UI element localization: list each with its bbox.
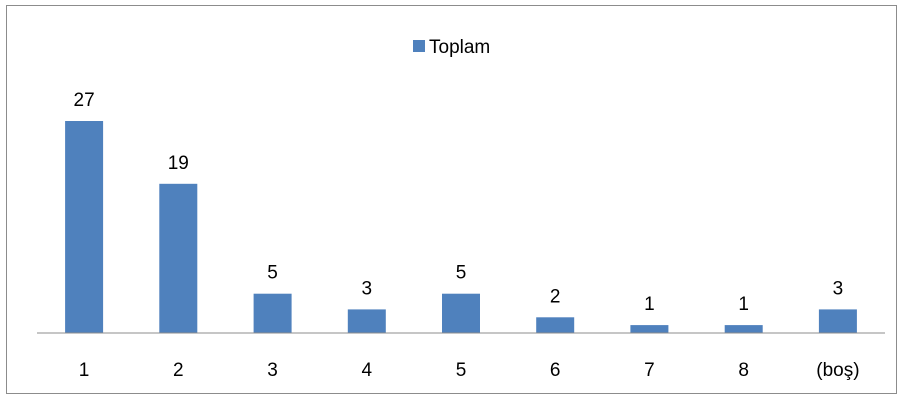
bar-2 (159, 183, 198, 333)
x-tick-labels: 1 2 3 4 5 6 7 8 (boş) (79, 360, 860, 381)
x-tick-label-7: 7 (644, 360, 655, 381)
data-label-9: 3 (833, 278, 844, 299)
data-label-3: 5 (267, 263, 278, 284)
data-label-8: 1 (738, 294, 749, 315)
data-labels: 27 19 5 3 5 2 1 1 3 (74, 90, 844, 315)
bars (65, 121, 857, 333)
bar-3 (253, 293, 292, 333)
legend-label-toplam: Toplam (429, 37, 490, 58)
bar-1 (65, 121, 104, 333)
data-label-4: 3 (362, 278, 373, 299)
data-label-7: 1 (644, 294, 655, 315)
x-tick-label-8: 8 (738, 360, 749, 381)
x-tick-label-6: 6 (550, 360, 561, 381)
data-label-2: 19 (168, 153, 189, 174)
data-label-6: 2 (550, 286, 561, 307)
data-label-5: 5 (456, 263, 467, 284)
bar-8 (724, 325, 763, 333)
data-label-1: 27 (74, 90, 95, 111)
x-tick-label-9: (boş) (816, 360, 859, 381)
legend: Toplam (413, 37, 490, 58)
bar-9 (818, 309, 857, 333)
x-tick-label-5: 5 (456, 360, 467, 381)
x-tick-label-4: 4 (362, 360, 373, 381)
x-tick-label-2: 2 (173, 360, 184, 381)
x-tick-label-3: 3 (267, 360, 278, 381)
bar-4 (347, 309, 386, 333)
legend-swatch (413, 40, 425, 52)
bar-5 (442, 293, 480, 333)
bar-6 (536, 317, 575, 333)
x-tick-label-1: 1 (79, 360, 90, 381)
bar-7 (630, 325, 669, 333)
